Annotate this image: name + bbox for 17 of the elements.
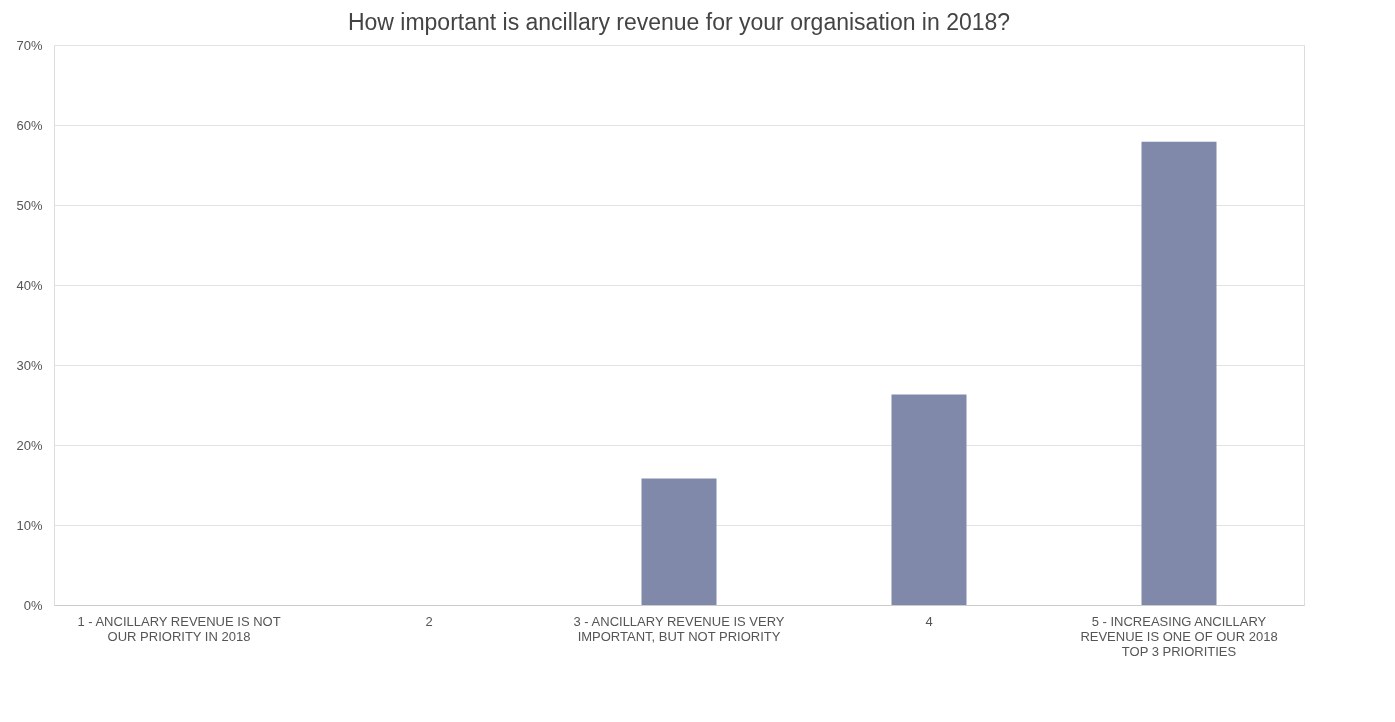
x-tick-label: 1 - ANCILLARY REVENUE IS NOT OUR PRIORITY IN 2018	[77, 613, 281, 644]
y-tick-label: 30%	[16, 357, 43, 373]
y-tick-label: 0%	[23, 597, 43, 613]
y-tick-label: 20%	[16, 437, 43, 453]
bar	[641, 478, 717, 605]
x-tick-label: 3 - ANCILLARY REVENUE IS VERY IMPORTANT, BUT NOT PRIORITY	[573, 613, 785, 644]
x-tick-label: 2	[425, 613, 433, 629]
bar	[1141, 141, 1217, 605]
bar	[891, 394, 967, 605]
x-tick-label: 4	[925, 613, 933, 629]
chart-title: How important is ancillary revenue for your organisation in 2018?	[347, 9, 1011, 35]
y-tick-label: 50%	[16, 197, 43, 213]
y-tick-label: 60%	[16, 117, 43, 133]
y-tick-label: 10%	[16, 517, 43, 533]
y-tick-label: 70%	[16, 37, 43, 53]
y-tick-label: 40%	[16, 277, 43, 293]
x-tick-label: 5 - INCREASING ANCILLARY REVENUE IS ONE OF OUR 2018 TOP 3 PRIORITIES	[1080, 613, 1278, 659]
